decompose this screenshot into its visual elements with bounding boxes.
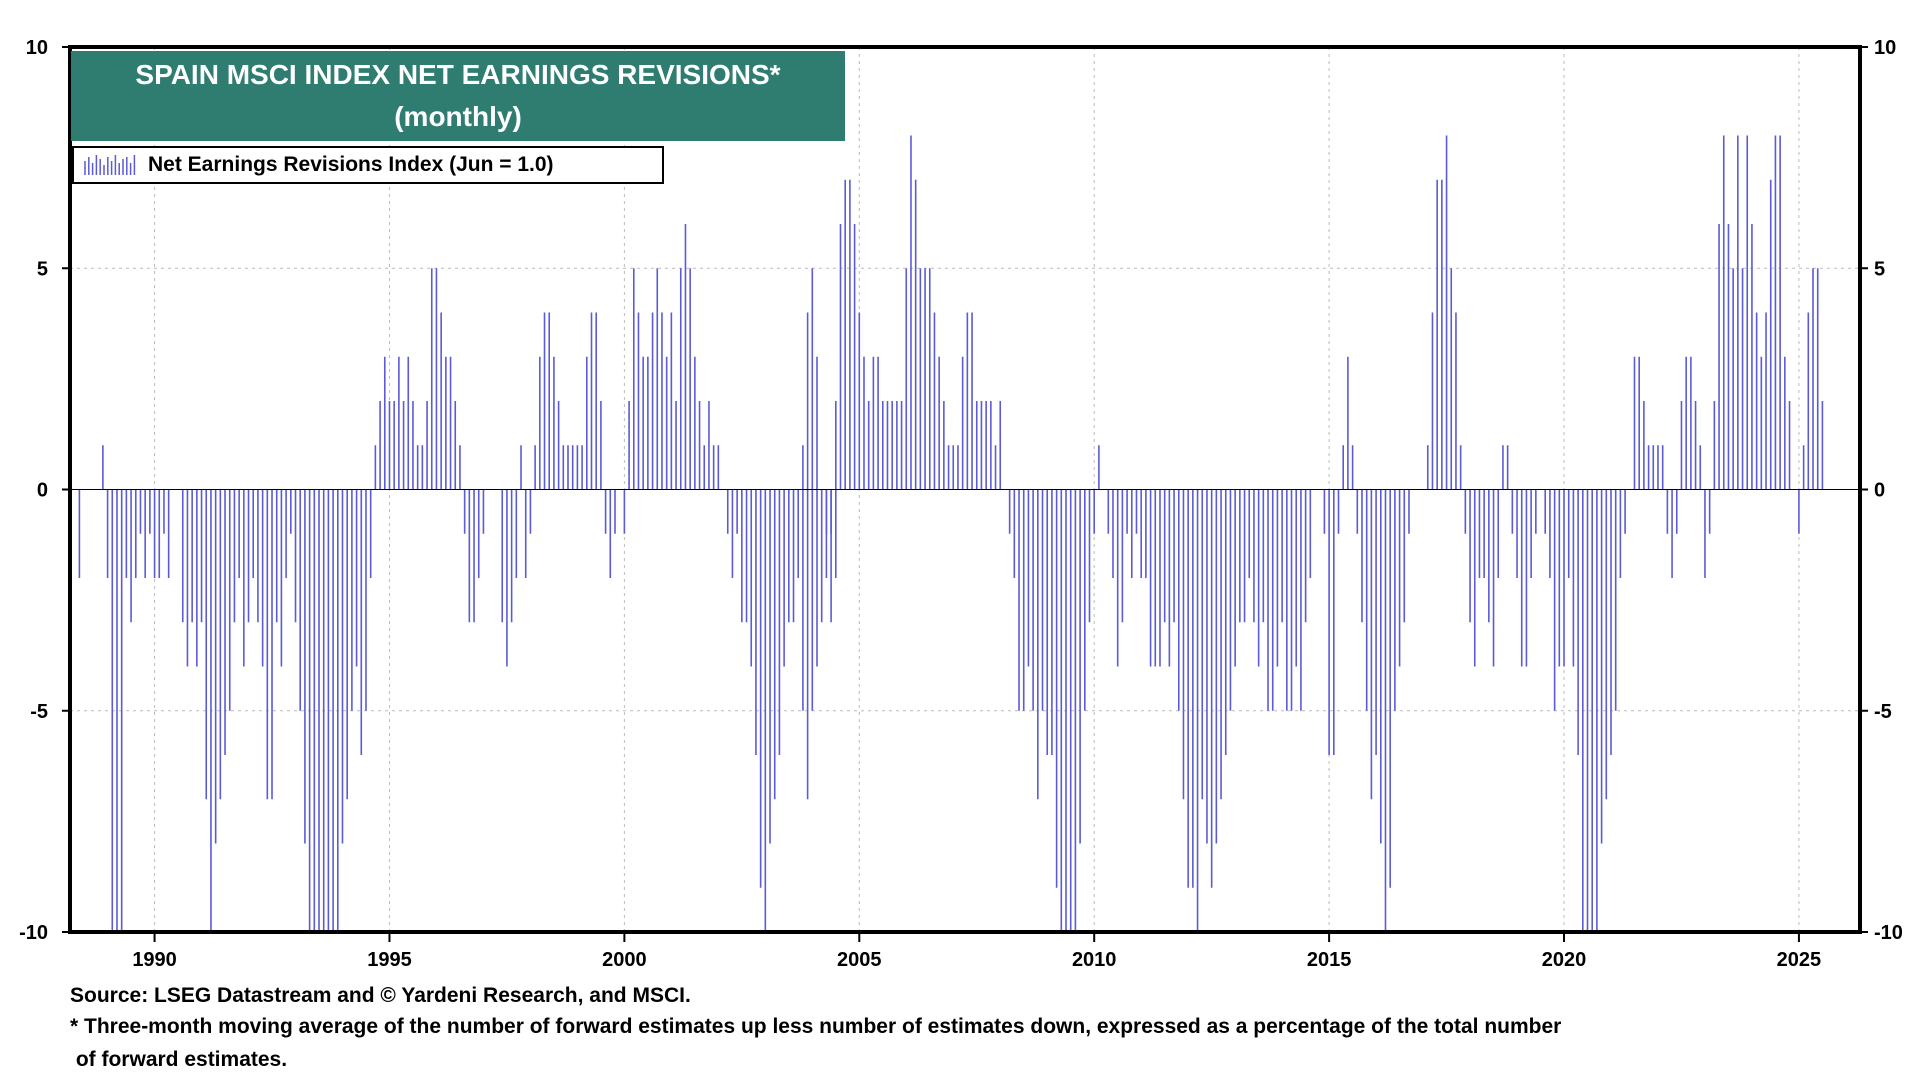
y-tick-label-left: 0	[37, 480, 48, 502]
x-tick-label: 1995	[367, 949, 412, 971]
footnote-line-2: of forward estimates.	[70, 1048, 288, 1071]
y-tick-label-right: -10	[1874, 922, 1903, 944]
legend-label: Net Earnings Revisions Index (Jun = 1.0)	[148, 153, 554, 176]
y-tick-label-left: 5	[37, 258, 48, 280]
source-note: Source: LSEG Datastream and © Yardeni Re…	[70, 984, 691, 1007]
y-tick-label-right: 0	[1874, 480, 1885, 502]
bars-layer	[78, 135, 1824, 932]
x-tick-label: 2025	[1777, 949, 1822, 971]
x-tick-label: 2010	[1072, 949, 1117, 971]
ticks-layer: 10 10 5 5 0 0 -5 -5 -10 -10 1990 1995 2000 2005 2010 20…	[19, 37, 1903, 971]
y-tick-label-right: -5	[1874, 701, 1892, 723]
y-tick-label-right: 5	[1874, 258, 1885, 280]
x-tick-label: 2005	[837, 949, 882, 971]
x-tick-label: 2000	[602, 949, 647, 971]
y-tick-label-left: 10	[26, 37, 48, 59]
legend: Net Earnings Revisions Index (Jun = 1.0)	[72, 146, 664, 184]
x-tick-label: 1990	[132, 949, 177, 971]
y-tick-label-left: -5	[30, 701, 48, 723]
chart-title: SPAIN MSCI INDEX NET EARNINGS REVISIONS*	[135, 59, 781, 90]
y-tick-label-right: 10	[1874, 37, 1896, 59]
x-tick-label: 2020	[1542, 949, 1587, 971]
x-tick-label: 2015	[1307, 949, 1352, 971]
y-tick-label-left: -10	[19, 922, 48, 944]
chart-title-box: SPAIN MSCI INDEX NET EARNINGS REVISIONS*…	[71, 51, 845, 141]
legend-swatch-icon	[84, 155, 136, 175]
chart-subtitle: (monthly)	[394, 101, 522, 132]
footnote-line-1: * Three-month moving average of the numb…	[70, 1015, 1562, 1038]
